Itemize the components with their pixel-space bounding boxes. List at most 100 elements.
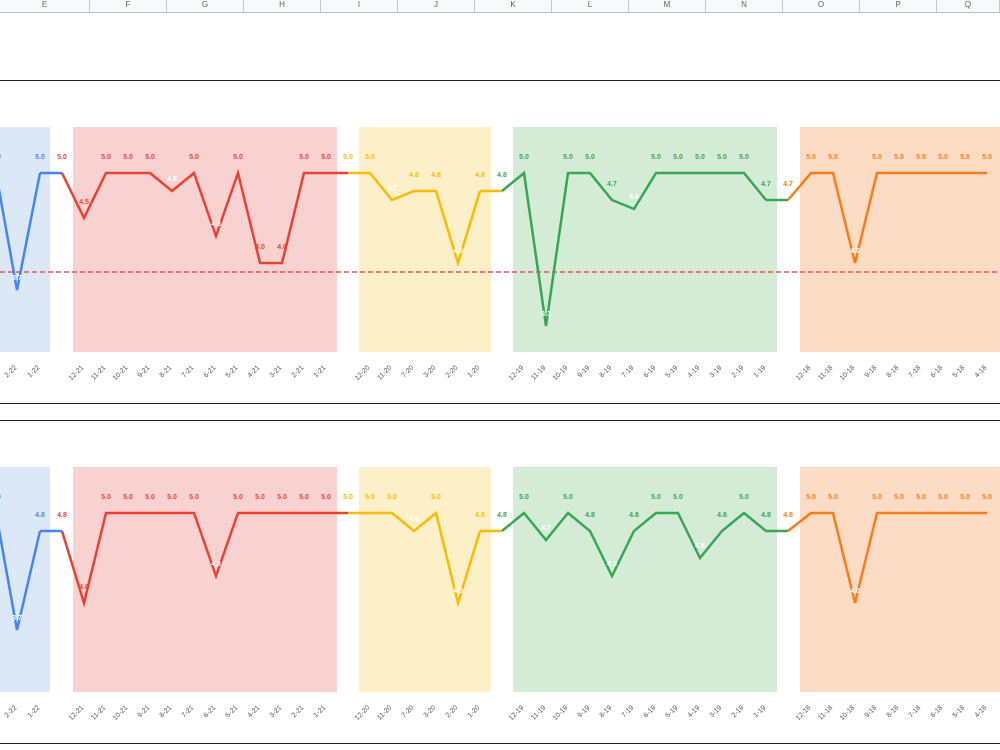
c1-bridge-label: 4.8 [497, 172, 507, 179]
c1-region-5 [800, 127, 1000, 352]
c1-data-label: 5.0 [585, 154, 595, 161]
c2-tick-label: 2-22 [4, 704, 19, 719]
column-header-n[interactable]: N [706, 0, 783, 12]
c1-data-label: 5.0 [365, 154, 375, 161]
c1-region-3 [359, 127, 491, 352]
c2-tick-label: 1-21 [313, 704, 328, 719]
c2-data-label: 5.0 [673, 494, 683, 501]
column-header-i[interactable]: I [321, 0, 398, 12]
c2-region-5 [800, 467, 1000, 692]
c1-tick-label: 5-18 [952, 364, 967, 379]
c2-tick-label: 2-21 [291, 704, 306, 719]
c1-data-label: 4.0 [255, 244, 265, 251]
c2-data-label: 5.0 [828, 494, 838, 501]
c1-data-label: 4.0 [453, 248, 463, 255]
column-header-j[interactable]: J [398, 0, 475, 12]
c2-tick-label: 7-19 [621, 704, 636, 719]
c1-tick-label: 8-21 [159, 364, 174, 379]
c1-tick-label: 7-18 [908, 364, 923, 379]
c1-data-label: 5.0 [739, 154, 749, 161]
c2-tick-label: 8-19 [599, 704, 614, 719]
c2-data-label: 4.5 [695, 543, 705, 550]
c1-data-label: 4.8 [475, 172, 485, 179]
column-header-q[interactable]: Q [937, 0, 1000, 12]
c2-data-label: 5.0 [387, 494, 397, 501]
c1-data-label: 5.0 [233, 154, 243, 161]
c2-data-label: 5.0 [806, 494, 816, 501]
c2-tick-label: 1-20 [467, 704, 482, 719]
c1-tick-label: 3-19 [709, 364, 724, 379]
c1-tick-label: 11-20 [376, 364, 393, 381]
chart-2-frame: 5.03.74.83-222-221-224.05.05.05.05.05.04… [0, 420, 1000, 744]
c2-data-label: 4.8 [629, 512, 639, 519]
c1-tick-label: 7-21 [181, 364, 196, 379]
c2-data-label: 5.0 [519, 494, 529, 501]
c1-data-label: 5.0 [828, 154, 838, 161]
c2-bridge-label: 5.0 [343, 494, 353, 501]
c1-tick-label: 7-20 [401, 364, 416, 379]
c2-data-label: 5.0 [563, 494, 573, 501]
c2-data-label: 5.0 [189, 494, 199, 501]
c2-data-label: 4.7 [541, 525, 551, 532]
column-header-m[interactable]: M [629, 0, 706, 12]
c1-data-label: 3.3 [541, 311, 551, 318]
c2-tick-label: 11-18 [817, 704, 834, 721]
c2-data-label: 4.8 [475, 512, 485, 519]
c1-data-label: 4.8 [167, 176, 177, 183]
column-header-o[interactable]: O [783, 0, 860, 12]
column-header-e[interactable]: E [0, 0, 90, 12]
c2-tick-label: 5-21 [225, 704, 240, 719]
c1-data-label: 5.0 [894, 154, 904, 161]
c1-tick-label: 6-21 [203, 364, 218, 379]
c1-tick-label: 12-20 [354, 364, 372, 382]
chart-1: 5.03.75.03-222-221-224.55.05.05.04.85.04… [0, 127, 1000, 382]
c2-data-label: 5.0 [916, 494, 926, 501]
chart-2: 5.03.74.83-222-221-224.05.05.05.05.05.04… [0, 467, 1000, 722]
c1-tick-label: 12-18 [795, 364, 813, 382]
c2-tick-label: 10-19 [552, 704, 570, 722]
c2-data-label: 4.3 [211, 561, 221, 568]
c2-tick-label: 12-21 [68, 704, 86, 722]
column-header-g[interactable]: G [167, 0, 244, 12]
c1-data-label: 4.8 [409, 172, 419, 179]
chart-1-frame: 5.03.75.03-222-221-224.55.05.05.04.85.04… [0, 80, 1000, 404]
c2-tick-label: 3-20 [423, 704, 438, 719]
c2-tick-label: 3-21 [269, 704, 284, 719]
column-header-h[interactable]: H [244, 0, 321, 12]
c2-tick-label: 4-19 [687, 704, 702, 719]
c1-tick-label: 2-21 [291, 364, 306, 379]
c1-tick-label: 1-20 [467, 364, 482, 379]
c2-tick-label: 9-18 [864, 704, 879, 719]
c2-series-line-1 [0, 528, 42, 631]
c1-data-label: 5.0 [189, 154, 199, 161]
c1-region-4 [513, 127, 777, 352]
column-header-f[interactable]: F [90, 0, 167, 12]
c1-bridge-label: 5.0 [343, 154, 353, 161]
c2-data-label: 5.0 [872, 494, 882, 501]
c2-series-line-4 [501, 511, 767, 579]
c1-region-2 [73, 127, 337, 352]
column-header-p[interactable]: P [860, 0, 937, 12]
c2-tick-label: 11-20 [376, 704, 393, 721]
c1-tick-label: 9-18 [864, 364, 879, 379]
c1-series-line-3 [348, 171, 482, 268]
c2-data-label: 5.0 [365, 494, 375, 501]
c1-tick-label: 5-19 [665, 364, 680, 379]
column-header-l[interactable]: L [552, 0, 629, 12]
c1-series-line-4 [501, 170, 767, 327]
column-header-k[interactable]: K [475, 0, 552, 12]
c1-tick-label: 6-19 [643, 364, 658, 379]
c1-tick-label: 8-18 [886, 364, 901, 379]
c2-data-label: 5.0 [321, 494, 331, 501]
c1-tick-label: 7-19 [621, 364, 636, 379]
c2-region-4 [513, 467, 777, 692]
c1-tick-label: 3-21 [269, 364, 284, 379]
c1-tick-label: 1-19 [753, 364, 768, 379]
c1-tick-label: 11-19 [530, 364, 547, 381]
c2-region-2 [73, 467, 337, 692]
c1-data-label: 5.0 [695, 154, 705, 161]
c1-data-label: 4.7 [607, 181, 617, 188]
c2-data-label: 5.0 [277, 494, 287, 501]
c1-data-label: 5.0 [35, 154, 45, 161]
c1-tick-label: 12-21 [68, 364, 86, 382]
